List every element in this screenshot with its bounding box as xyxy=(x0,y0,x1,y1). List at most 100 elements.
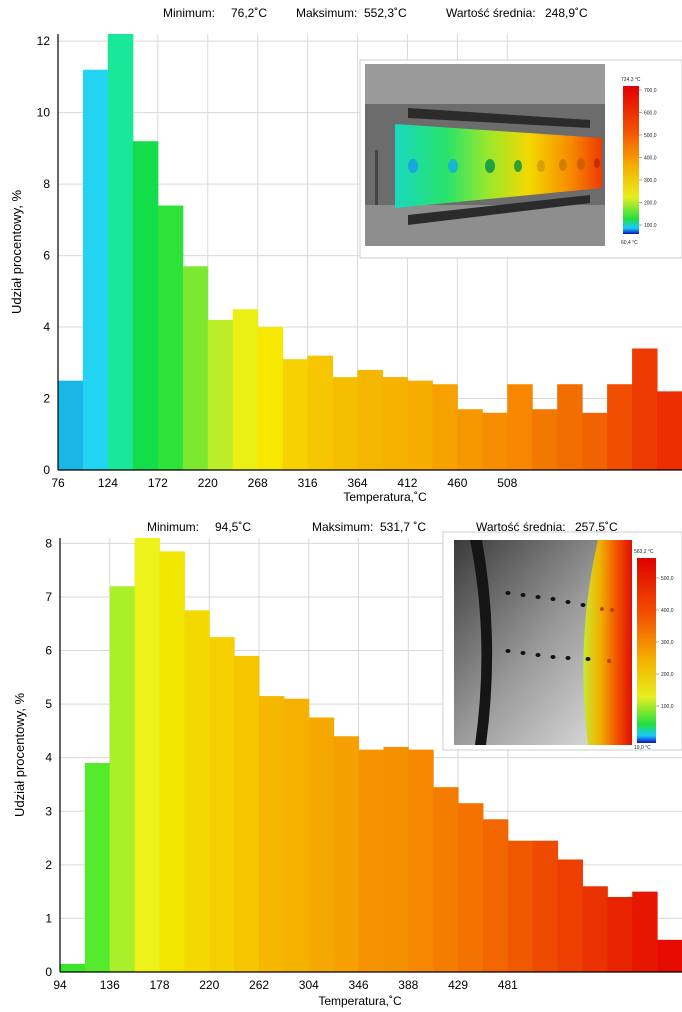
stat-min-label: Minimum: xyxy=(147,520,199,534)
y-tick-label: 4 xyxy=(43,320,50,334)
y-tick-label: 8 xyxy=(45,536,52,550)
y-tick-label: 5 xyxy=(45,697,52,711)
colorbar-tick-label: 400,0 xyxy=(644,156,657,162)
y-tick-label: 4 xyxy=(45,751,52,765)
y-tick-label: 0 xyxy=(45,965,52,979)
histogram-bar xyxy=(407,380,433,470)
histogram-bar xyxy=(433,787,459,972)
colorbar-tick-label: 400,0 xyxy=(661,608,674,614)
y-axis-label: Udział procentowy, % xyxy=(12,693,27,817)
x-tick-label: 268 xyxy=(248,476,268,490)
colorbar-tick-label: 200,0 xyxy=(644,201,657,207)
measurement-spot xyxy=(600,607,604,611)
y-tick-label: 6 xyxy=(43,249,50,263)
colorbar-tick-label: 200,0 xyxy=(661,672,674,678)
histogram-bar xyxy=(408,749,434,972)
colorbar-tick-label: 600,0 xyxy=(644,111,657,117)
y-tick-label: 3 xyxy=(45,804,52,818)
histogram-bar xyxy=(532,409,558,470)
histogram-bar xyxy=(607,896,633,972)
y-tick-label: 7 xyxy=(45,590,52,604)
histogram-bar xyxy=(307,355,334,470)
colorbar xyxy=(623,86,639,234)
y-tick-label: 8 xyxy=(43,177,50,191)
histogram-bar xyxy=(382,377,408,470)
histogram-bar xyxy=(607,384,633,470)
stat-max-label: Maksimum: xyxy=(312,520,373,534)
measurement-spot xyxy=(485,159,495,173)
colorbar-tick-label: 300,0 xyxy=(661,640,674,646)
stat-max-value: 552,3˚C xyxy=(364,6,407,20)
colorbar-tick-label: 100,0 xyxy=(661,704,674,710)
histogram-bar xyxy=(507,840,534,972)
measurement-spot xyxy=(550,597,556,601)
histogram-bar xyxy=(657,391,682,470)
measurement-spot xyxy=(577,158,585,170)
measurement-spot xyxy=(565,656,571,660)
measurement-spot xyxy=(505,649,511,653)
histogram-bar xyxy=(109,586,136,972)
measurement-spot xyxy=(607,659,611,663)
histogram-bar xyxy=(84,763,111,972)
histogram-bar xyxy=(282,359,309,470)
x-tick-label: 76 xyxy=(51,476,65,490)
histogram-bar xyxy=(432,384,458,470)
thermal-image-inset: 724,3 °C 60,4 °C 700,0 600,0 500,0 400,0 300… xyxy=(359,59,682,259)
colorbar-min-label: 19,0 °C xyxy=(634,745,651,751)
colorbar-tick-label: 300,0 xyxy=(644,178,657,184)
histogram-bar xyxy=(134,538,161,972)
histogram-bar xyxy=(557,384,583,470)
measurement-spot xyxy=(580,603,586,607)
stat-min-value: 76,2˚C xyxy=(231,6,267,20)
colorbar-tick-label: 500,0 xyxy=(661,576,674,582)
histogram-bar xyxy=(557,859,583,972)
histogram-bar xyxy=(357,369,383,470)
histogram-bar xyxy=(308,717,335,972)
measurement-spot xyxy=(514,160,522,172)
stat-avg-value: 257,5˚C xyxy=(575,520,618,534)
histogram-bar xyxy=(507,384,533,470)
x-tick-label: 508 xyxy=(497,476,517,490)
histogram-bar xyxy=(458,803,484,972)
histogram-bar xyxy=(209,637,235,972)
stat-min-value: 94,5˚C xyxy=(215,520,251,534)
colorbar-max-label: 563,2 °C xyxy=(634,549,654,555)
measurement-spot xyxy=(448,159,458,173)
x-tick-label: 94 xyxy=(53,978,67,992)
histogram-bar xyxy=(232,309,259,470)
y-tick-label: 1 xyxy=(45,911,52,925)
histogram-chart-2: Minimum: 94,5˚C Maksimum: 531,7 ˚C Warto… xyxy=(12,520,682,1008)
histogram-bar xyxy=(582,412,608,470)
histogram-bar xyxy=(182,266,209,470)
measurement-spots xyxy=(505,591,614,663)
x-tick-label: 316 xyxy=(298,476,318,490)
x-tick-label: 178 xyxy=(150,978,170,992)
histogram-bar xyxy=(184,610,210,972)
y-tick-label: 2 xyxy=(45,858,52,872)
x-axis-label: Temperatura,˚C xyxy=(318,994,402,1008)
x-tick-label: 346 xyxy=(349,978,369,992)
x-tick-label: 136 xyxy=(100,978,120,992)
histogram-bar xyxy=(60,963,86,972)
histogram-bar xyxy=(632,348,658,470)
histogram-bar xyxy=(107,34,134,470)
measurement-spot xyxy=(565,600,571,604)
measurement-spot xyxy=(585,657,591,661)
y-axis-label: Udział procentowy, % xyxy=(9,190,24,314)
x-tick-label: 304 xyxy=(299,978,319,992)
heated-region xyxy=(583,540,632,745)
x-tick-label: 262 xyxy=(249,978,269,992)
histogram-bar xyxy=(159,551,185,972)
x-tick-label: 172 xyxy=(148,476,168,490)
measurement-spot xyxy=(535,653,541,657)
stat-min-label: Minimum: xyxy=(163,6,215,20)
measurement-spot xyxy=(550,655,556,659)
histogram-bar xyxy=(283,698,310,972)
x-tick-label: 220 xyxy=(199,978,219,992)
colorbar xyxy=(637,558,656,743)
measurement-spot xyxy=(610,608,614,612)
measurement-spot xyxy=(520,593,526,597)
colorbar-min-label: 60,4 °C xyxy=(621,240,638,246)
histogram-bar xyxy=(383,746,409,972)
colorbar-tick-label: 100,0 xyxy=(644,223,657,229)
